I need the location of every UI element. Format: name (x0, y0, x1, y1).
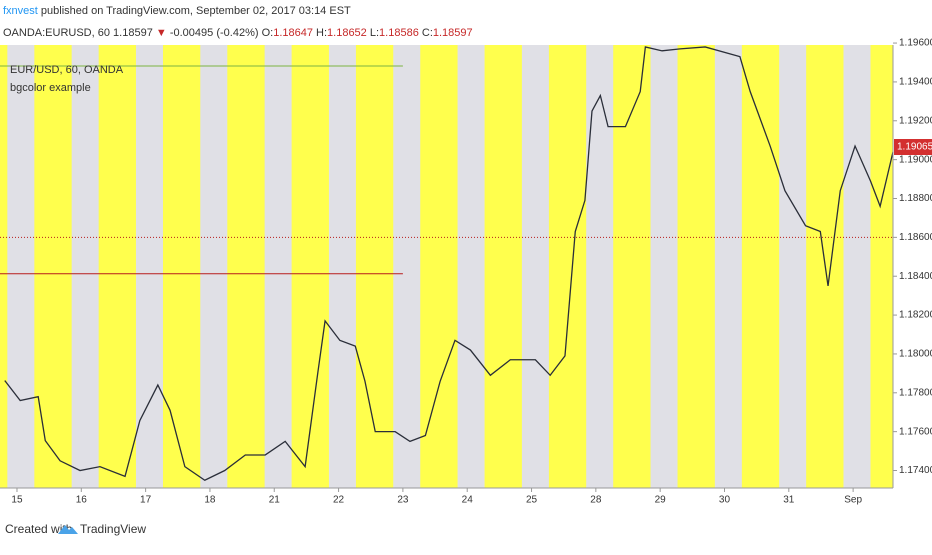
session-band (291, 45, 329, 488)
session-band (548, 45, 587, 488)
x-tick-label: 28 (590, 495, 602, 506)
change-pct: (-0.42%) (216, 27, 258, 39)
session-band (484, 45, 522, 488)
y-tick-label: 1.18000 (899, 349, 932, 360)
x-tick-label: 17 (140, 495, 152, 506)
session-band (34, 45, 72, 488)
y-tick-label: 1.18200 (899, 310, 932, 321)
y-tick-label: 1.18800 (899, 193, 932, 204)
footer-created: Created with (5, 522, 72, 536)
c-key: C: (422, 27, 433, 39)
session-band (355, 45, 394, 488)
c: 1.18597 (433, 27, 473, 39)
y-tick-label: 1.18400 (899, 271, 932, 282)
session-band (98, 45, 136, 488)
session-band (741, 45, 780, 488)
symbol: OANDA:EURUSD, 60 (3, 27, 110, 39)
published: published on TradingView.com, September … (41, 5, 351, 17)
y-tick-label: 1.18600 (899, 232, 932, 243)
x-tick-label: 21 (269, 495, 281, 506)
legend-indicator: bgcolor example (10, 82, 91, 94)
arrow: ▼ (156, 27, 167, 39)
price-line (4, 46, 894, 481)
x-tick-label: 23 (397, 495, 409, 506)
x-tick-label: 31 (783, 495, 795, 506)
footer: Created with TradingView (5, 522, 146, 536)
plot (0, 45, 894, 488)
legend-symbol: EUR/USD, 60, OANDA (10, 64, 124, 76)
x-tick-label: 24 (462, 495, 474, 506)
session-band (870, 45, 893, 488)
x-tick-label: 29 (655, 495, 667, 506)
session-band (162, 45, 201, 488)
logo (58, 525, 78, 534)
y-tick-label: 1.19400 (899, 77, 932, 88)
x-tick-label: Sep (844, 495, 862, 506)
x-tick-label: 30 (719, 495, 731, 506)
o: 1.18647 (273, 27, 313, 39)
last: 1.18597 (113, 27, 153, 39)
symbol-line: OANDA:EURUSD, 60 1.18597 ▼ -0.00495 (-0.… (3, 27, 473, 39)
session-band (613, 45, 651, 488)
session-band (227, 45, 265, 488)
o-key: O: (262, 27, 274, 39)
x-tick-label: 18 (204, 495, 216, 506)
l-key: L: (370, 27, 379, 39)
y-tick-label: 1.19000 (899, 154, 932, 165)
y-tick-label: 1.19600 (899, 38, 932, 49)
y-tick-label: 1.17400 (899, 465, 932, 476)
x-tick-label: 16 (76, 495, 88, 506)
session-band (420, 45, 458, 488)
footer-brand[interactable]: TradingView (80, 522, 146, 536)
last-price-label: 1.19065 (897, 142, 932, 153)
x-tick-label: 25 (526, 495, 538, 506)
l: 1.18586 (379, 27, 419, 39)
session-band (677, 45, 715, 488)
y-tick-label: 1.19200 (899, 115, 932, 126)
y-tick-label: 1.17800 (899, 387, 932, 398)
session-band (0, 45, 8, 488)
x-tick-label: 15 (11, 495, 23, 506)
change: -0.00495 (170, 27, 213, 39)
last-price-box (894, 139, 932, 156)
author[interactable]: fxnvest (3, 5, 38, 17)
x-tick-label: 22 (333, 495, 345, 506)
header-line: fxnvest published on TradingView.com, Se… (3, 5, 351, 17)
y-tick-label: 1.17600 (899, 426, 932, 437)
h-key: H: (316, 27, 327, 39)
h: 1.18652 (327, 27, 367, 39)
